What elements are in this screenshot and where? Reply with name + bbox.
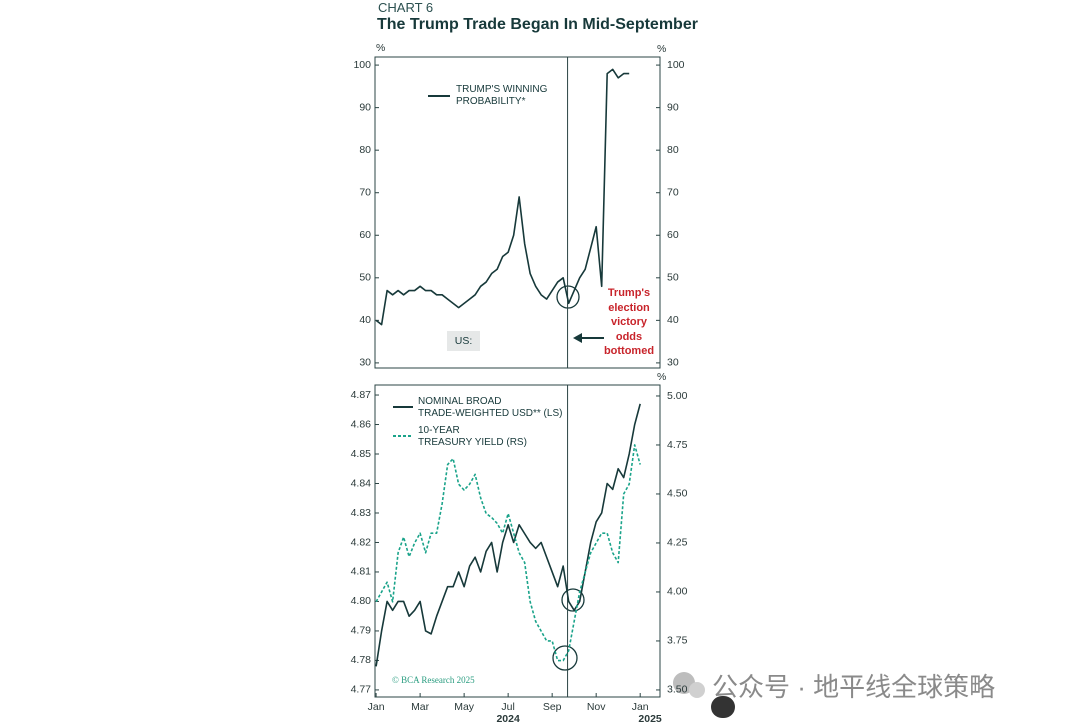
highlight-circle	[552, 645, 578, 671]
y-tick-label: 60	[359, 229, 371, 241]
annotation: Trump's election victory odds bottomed	[603, 287, 655, 357]
legend-label: NOMINAL BROAD TRADE-WEIGHTED USD** (LS)	[418, 396, 563, 419]
y2-tick-label: 30	[667, 357, 679, 369]
y-tick-label: 4.87	[351, 389, 372, 401]
x-tick-label: Mar	[411, 701, 430, 713]
region-label: US:	[447, 331, 480, 351]
y-tick-label: 80	[359, 144, 371, 156]
plot-frame	[374, 384, 661, 698]
x-tick-label: Jan	[632, 701, 649, 713]
x-tick-label: Sep	[543, 701, 562, 713]
arrow-head	[573, 333, 582, 343]
y2-unit: %	[657, 43, 666, 55]
y2-tick-label: 50	[667, 272, 679, 284]
watermark-icon	[689, 682, 705, 698]
y-tick-label: 4.84	[351, 477, 372, 489]
y2-tick-label: 80	[667, 144, 679, 156]
y2-tick-label: 4.25	[667, 537, 688, 549]
y2-tick-label: 40	[667, 314, 679, 326]
series-line	[375, 444, 641, 662]
x-tick-label: Jan	[368, 701, 385, 713]
legend-label: TRUMP'S WINNING PROBABILITY*	[456, 84, 548, 107]
y-tick-label: 4.80	[351, 595, 372, 607]
y2-tick-label: 60	[667, 229, 679, 241]
series-line	[375, 68, 630, 326]
y-tick-label: 90	[359, 101, 371, 113]
watermark: 公众号 · 地平线全球策略	[712, 672, 996, 702]
y-tick-label: 4.85	[351, 448, 372, 460]
year-label: 2025	[638, 713, 662, 725]
x-tick-label: Nov	[587, 701, 606, 713]
y2-tick-label: 90	[667, 101, 679, 113]
y-tick-label: 4.78	[351, 654, 372, 666]
highlight-circle	[561, 588, 585, 612]
y-tick-label: 4.77	[351, 684, 372, 696]
watermark-icon	[711, 696, 735, 718]
y2-tick-label: 70	[667, 186, 679, 198]
y-tick-label: 4.81	[351, 566, 372, 578]
y-tick-label: 50	[359, 272, 371, 284]
y-tick-label: 100	[353, 59, 371, 71]
y2-tick-label: 4.50	[667, 488, 688, 500]
y-unit: %	[376, 42, 385, 54]
y-tick-label: 4.79	[351, 625, 372, 637]
y-tick-label: 40	[359, 314, 371, 326]
y2-tick-label: 4.00	[667, 586, 688, 598]
series-line	[375, 403, 641, 667]
x-tick-label: May	[454, 701, 475, 713]
legend-label: 10-YEAR TREASURY YIELD (RS)	[418, 425, 527, 448]
y2-tick-label: 3.75	[667, 635, 688, 647]
y2-tick-label: 3.50	[667, 684, 688, 696]
plot-frame	[374, 56, 661, 369]
y2-tick-label: 5.00	[667, 390, 688, 402]
y-tick-label: 4.82	[351, 536, 372, 548]
chart-label: CHART 6	[378, 0, 434, 15]
y-tick-label: 70	[359, 186, 371, 198]
y-tick-label: 4.83	[351, 507, 372, 519]
y-tick-label: 4.86	[351, 418, 372, 430]
y2-tick-label: 100	[667, 59, 685, 71]
year-label: 2024	[496, 713, 520, 725]
chart-title: The Trump Trade Began In Mid-September	[377, 16, 698, 33]
credit: © BCA Research 2025	[392, 675, 475, 685]
y2-tick-label: 4.75	[667, 439, 688, 451]
y2-unit: %	[657, 371, 666, 383]
y-tick-label: 30	[359, 357, 371, 369]
x-tick-label: Jul	[501, 701, 514, 713]
